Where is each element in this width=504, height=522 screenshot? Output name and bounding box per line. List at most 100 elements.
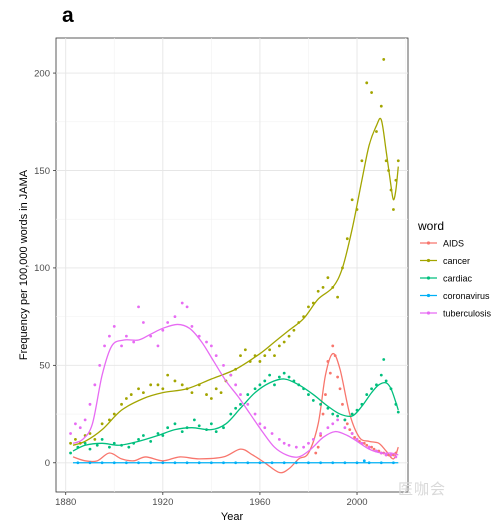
point-aids (345, 422, 349, 426)
smooth-line-cardiac (72, 378, 399, 452)
point-tuberculosis (69, 432, 72, 435)
point-cancer (243, 348, 247, 352)
point-cancer (173, 379, 177, 383)
point-cancer (93, 437, 97, 441)
point-tuberculosis (319, 432, 323, 435)
point-cardiac (282, 371, 286, 375)
point-cardiac (127, 445, 131, 449)
point-tuberculosis (93, 383, 97, 387)
y-tick-label: 150 (34, 166, 50, 177)
point-aids (336, 375, 339, 379)
point-cancer (219, 391, 223, 395)
point-tuberculosis (214, 354, 218, 358)
smooth-line-tuberculosis (72, 323, 399, 458)
point-tuberculosis (270, 432, 274, 435)
point-aids (338, 387, 342, 391)
y-tick-label: 200 (34, 68, 50, 79)
legend-title: word (417, 219, 444, 233)
smooth-line-cancer (72, 117, 399, 446)
point-cancer (149, 383, 153, 387)
point-tuberculosis (343, 426, 347, 430)
point-cancer (345, 237, 349, 241)
point-cancer (336, 295, 339, 299)
point-cardiac (370, 387, 373, 391)
legend-label-coronavirus: coronavirus (443, 291, 490, 301)
point-aids (362, 441, 366, 445)
point-tuberculosis (209, 344, 213, 348)
point-cancer (365, 81, 369, 85)
point-cardiac (258, 383, 262, 387)
point-cancer (287, 334, 291, 338)
point-tuberculosis (173, 315, 177, 319)
legend-key-point-coronavirus (426, 293, 431, 298)
point-cancer (321, 286, 325, 289)
point-tuberculosis (326, 426, 330, 430)
point-cancer (69, 441, 72, 445)
point-cancer (370, 91, 373, 94)
point-cancer (326, 276, 330, 280)
point-tuberculosis (149, 334, 153, 338)
point-tuberculosis (331, 422, 335, 426)
point-cardiac (336, 414, 339, 418)
plot-panel (55, 37, 409, 493)
point-cancer (156, 383, 160, 387)
point-cardiac (161, 434, 165, 437)
point-tuberculosis (120, 344, 123, 348)
point-cardiac (88, 447, 92, 451)
point-cancer (307, 305, 310, 309)
point-tuberculosis (246, 402, 250, 406)
point-cardiac (180, 430, 184, 433)
point-cancer (258, 360, 262, 363)
point-cancer (382, 58, 386, 61)
panel-label: a (62, 4, 74, 27)
point-cancer (112, 412, 116, 416)
point-cancer (190, 391, 194, 395)
point-cardiac (100, 437, 104, 441)
point-cardiac (253, 387, 257, 391)
point-tuberculosis (88, 402, 92, 406)
point-cancer (360, 159, 364, 163)
point-cardiac (384, 379, 388, 383)
y-tick-label: 0 (45, 458, 50, 469)
point-tuberculosis (156, 344, 160, 348)
point-cardiac (311, 399, 315, 402)
point-tuberculosis (180, 301, 184, 305)
legend-label-tuberculosis: tuberculosis (443, 308, 492, 318)
legend-label-aids: AIDS (443, 238, 464, 248)
smooth-line-aids (72, 352, 399, 474)
y-tick-label: 50 (39, 361, 50, 372)
point-tuberculosis (83, 418, 87, 422)
point-tuberculosis (112, 324, 116, 328)
point-cancer (239, 354, 242, 358)
data-layer (69, 58, 400, 474)
point-tuberculosis (98, 363, 102, 367)
point-cancer (375, 130, 378, 133)
point-aids (324, 393, 327, 396)
point-cancer (273, 354, 276, 358)
point-cardiac (108, 445, 111, 449)
point-cardiac (268, 373, 272, 377)
point-cardiac (246, 393, 250, 396)
point-cardiac (263, 379, 267, 383)
point-tuberculosis (78, 426, 82, 430)
point-cardiac (319, 402, 323, 406)
point-tuberculosis (294, 445, 298, 449)
point-aids (370, 445, 373, 449)
x-tick-label: 1880 (55, 497, 76, 508)
point-cancer (88, 432, 92, 435)
point-cardiac (156, 432, 160, 435)
point-cancer (277, 344, 281, 348)
point-tuberculosis (205, 340, 208, 344)
point-cardiac (197, 424, 201, 428)
point-cardiac (166, 426, 170, 430)
legend-key-point-cardiac (426, 276, 431, 280)
point-cardiac (273, 383, 276, 387)
x-axis-label: Year (221, 511, 244, 522)
point-aids (328, 371, 332, 375)
point-tuberculosis (355, 437, 359, 441)
point-cancer (74, 437, 77, 441)
point-cancer (205, 393, 208, 396)
point-aids (316, 445, 320, 449)
point-cardiac (307, 393, 310, 396)
